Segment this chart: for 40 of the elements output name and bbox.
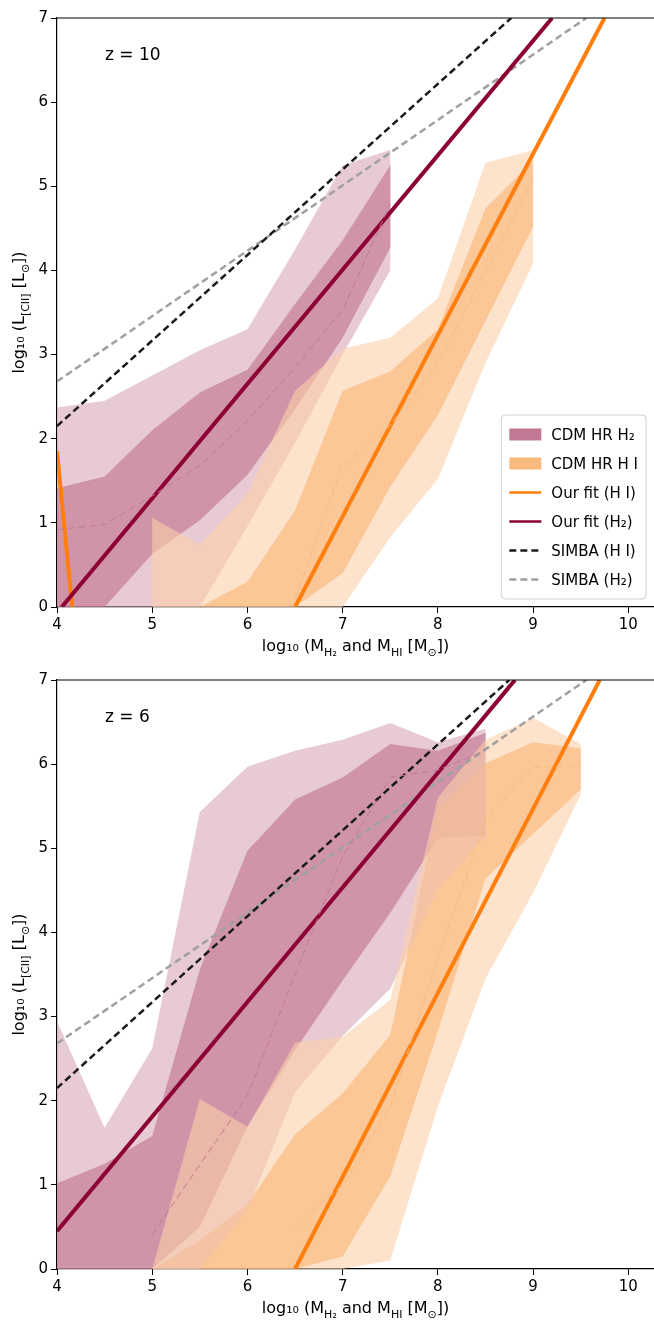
x-tick-label: 9 [528, 614, 538, 633]
x-tick-label: 7 [337, 1276, 348, 1295]
x-tick-label: 4 [52, 614, 62, 633]
annotation: z = 6 [105, 706, 150, 726]
x-tick-label: 9 [528, 1276, 538, 1295]
y-tick-label: 6 [38, 92, 48, 111]
legend-label: SIMBA (H I) [551, 542, 636, 560]
y-tick-label: 4 [38, 922, 48, 941]
x-tick-label: 8 [433, 1276, 443, 1295]
x-tick-label: 10 [618, 1276, 638, 1295]
x-tick-label: 6 [242, 1276, 253, 1295]
x-tick-label: 4 [52, 1276, 62, 1295]
legend-label: CDM HR H I [551, 455, 639, 473]
y-tick-label: 7 [38, 7, 48, 26]
y-axis-title: log₁₀ (L[CII] [L⊙]) [9, 913, 32, 1036]
y-tick-label: 7 [38, 669, 48, 688]
y-tick-label: 5 [38, 176, 48, 195]
y-tick-label: 1 [38, 1174, 48, 1193]
y-tick-label: 5 [38, 838, 48, 857]
x-tick-label: 5 [147, 1276, 157, 1295]
legend-label: SIMBA (H₂) [551, 571, 633, 589]
legend-label: CDM HR H₂ [551, 426, 635, 444]
legend-label: Our fit (H I) [551, 484, 636, 502]
x-tick-label: 5 [147, 614, 157, 633]
y-tick-label: 2 [38, 1090, 48, 1109]
y-tick-label: 2 [38, 428, 48, 447]
x-tick-label: 10 [618, 614, 638, 633]
x-tick-label: 6 [242, 614, 253, 633]
y-tick-label: 0 [38, 596, 48, 615]
y-tick-label: 3 [38, 344, 48, 363]
y-tick-label: 1 [38, 512, 48, 531]
y-tick-label: 3 [38, 1006, 48, 1025]
y-tick-label: 0 [38, 1258, 48, 1277]
x-tick-label: 8 [433, 614, 443, 633]
legend-label: Our fit (H₂) [551, 513, 633, 531]
annotation: z = 10 [105, 44, 161, 64]
y-tick-label: 6 [38, 754, 48, 773]
y-axis-title: log₁₀ (L[CII] [L⊙]) [9, 251, 32, 374]
x-tick-label: 7 [337, 614, 348, 633]
y-tick-label: 4 [38, 260, 48, 279]
